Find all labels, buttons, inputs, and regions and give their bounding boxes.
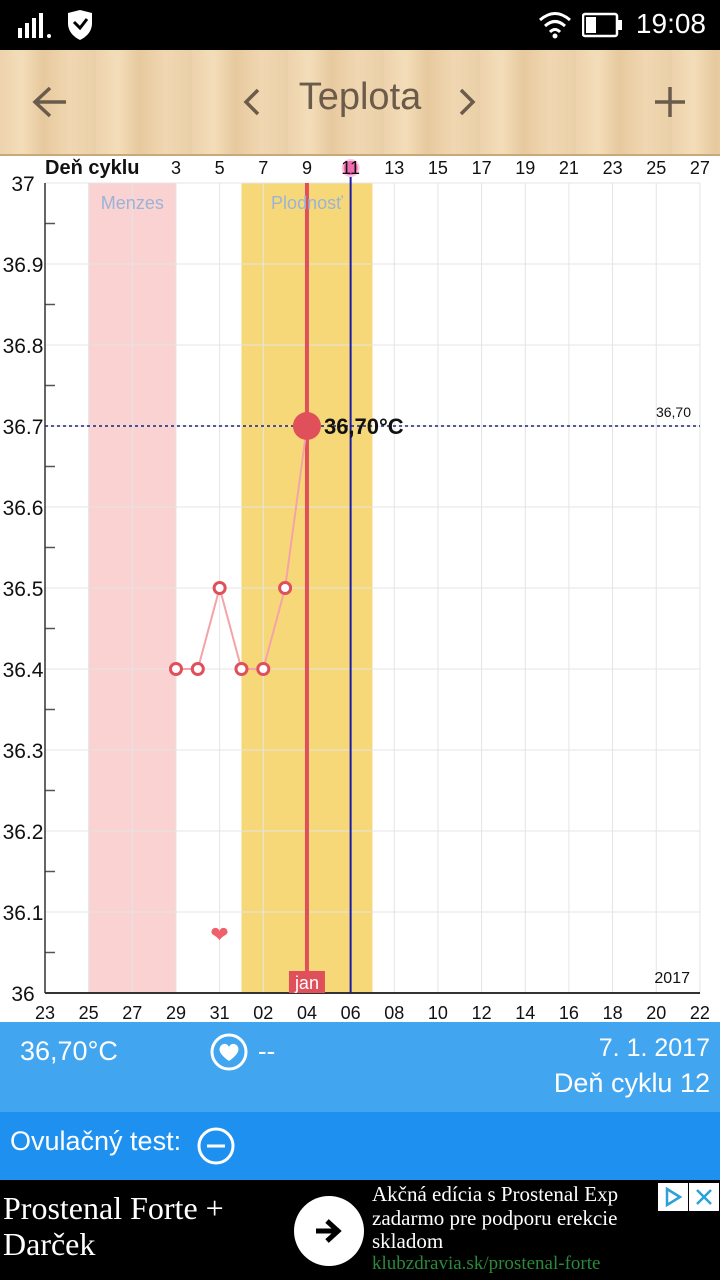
ad-title[interactable]: Prostenal Forte + Darček	[3, 1190, 224, 1262]
y-tick-label: 36.1	[3, 902, 44, 925]
wifi-icon	[539, 12, 571, 39]
close-ad-icon[interactable]	[689, 1183, 719, 1211]
date-tick-label: 04	[297, 1003, 317, 1022]
next-button[interactable]	[427, 50, 507, 154]
date-tick-label: 29	[166, 1003, 186, 1022]
ovulation-test-bar: Ovulačný test:	[0, 1112, 720, 1180]
reference-line-label: 36,70	[656, 404, 691, 420]
y-tick-label: 36	[11, 983, 34, 1006]
month-badge	[288, 971, 325, 993]
date-tick-label: 31	[210, 1003, 230, 1022]
cycle-tick-label: 3	[171, 158, 181, 178]
ad-text-2: zadarmo pre podporu erekcie	[372, 1206, 618, 1230]
page-title: Teplota	[298, 76, 422, 118]
zone-label-0: Menzes	[101, 193, 164, 213]
date-tick-label: 14	[515, 1003, 535, 1022]
today-marker	[341, 159, 360, 177]
previous-button[interactable]	[212, 50, 292, 154]
date-tick-label: 22	[690, 1003, 710, 1022]
data-point	[168, 662, 183, 676]
y-tick-label: 36.2	[3, 821, 44, 844]
selected-data-point	[292, 412, 321, 440]
data-point	[212, 581, 227, 595]
intercourse-value: --	[258, 1036, 276, 1066]
cycle-tick-label: 13	[384, 158, 404, 178]
date-tick-label: 10	[428, 1003, 448, 1022]
date-tick-label: 08	[384, 1003, 404, 1022]
month-label: jan	[294, 973, 319, 993]
date-tick-label: 20	[646, 1003, 666, 1022]
cycle-tick-label: 15	[428, 158, 448, 178]
date-tick-label: 18	[603, 1003, 623, 1022]
ad-banner[interactable]: Prostenal Forte + Darček Akčná edícia s …	[0, 1180, 720, 1280]
y-tick-label: 37	[11, 173, 34, 196]
app-bar: Teplota	[0, 50, 720, 156]
signal-icon	[18, 13, 51, 38]
date-tick-label: 23	[35, 1003, 55, 1022]
status-bar: 19:08	[0, 0, 720, 50]
cycle-tick-label: 27	[690, 158, 710, 178]
y-tick-label: 36.6	[3, 497, 44, 520]
y-tick-label: 36.4	[3, 659, 44, 682]
temperature-value: 36,70°C	[20, 1036, 118, 1066]
date-tick-label: 06	[341, 1003, 361, 1022]
date-tick-label: 16	[559, 1003, 579, 1022]
y-tick-label: 36.3	[3, 740, 44, 763]
ad-url[interactable]: klubzdravia.sk/prostenal-forte	[372, 1253, 601, 1274]
y-tick-label: 36.8	[3, 335, 44, 358]
cycle-tick-label: 9	[302, 158, 312, 178]
data-point	[278, 581, 293, 595]
ad-text-1: Akčná edícia s Prostenal Exp	[372, 1182, 619, 1206]
date-tick-label: 02	[253, 1003, 273, 1022]
data-point	[256, 662, 271, 676]
date-tick-label: 27	[122, 1003, 142, 1022]
cycle-tick-label: 21	[559, 158, 579, 178]
back-button[interactable]	[10, 50, 90, 154]
selected-cycle-day: Deň cyklu 12	[553, 1068, 710, 1098]
plus-icon	[655, 87, 685, 117]
battery-icon	[582, 12, 622, 38]
y-tick-label: 36.5	[3, 578, 44, 601]
temperature-chart[interactable]: 36,70 jan 36,70°C❤ Menzes Plodnosť3736.93…	[0, 154, 720, 1022]
date-tick-label: 12	[472, 1003, 492, 1022]
minus-circle-icon[interactable]	[196, 1126, 236, 1166]
y-tick-label: 36.7	[3, 416, 44, 439]
cycle-tick-label: 5	[215, 158, 225, 178]
add-button[interactable]	[630, 50, 710, 154]
shield-icon	[68, 10, 92, 40]
cycle-tick-label: 19	[515, 158, 535, 178]
date-tick-label: 25	[79, 1003, 99, 1022]
info-bar: 36,70°C -- 7. 1. 2017 Deň cyklu 12	[0, 1022, 720, 1112]
cycle-tick-label: 7	[258, 158, 268, 178]
heart-icon: ❤	[210, 923, 228, 948]
clock: 19:08	[635, 8, 706, 39]
cycle-tick-label: 17	[472, 158, 492, 178]
heart-circle-icon[interactable]	[209, 1032, 249, 1072]
adchoices-icon[interactable]	[658, 1183, 688, 1211]
selected-value-label: 36,70°C	[324, 414, 404, 439]
cycle-day-axis-label: Deň cyklu	[45, 157, 139, 179]
chevron-right-icon	[459, 88, 476, 116]
ad-text-3: skladom	[372, 1229, 444, 1253]
y-tick-label: 36.9	[3, 254, 44, 277]
selected-date: 7. 1. 2017	[598, 1034, 710, 1062]
cycle-tick-label: 23	[603, 158, 623, 178]
data-point	[190, 662, 205, 676]
ovulation-test-label: Ovulačný test:	[10, 1126, 182, 1156]
cycle-tick-label: 25	[646, 158, 666, 178]
ad-arrow-button[interactable]	[294, 1196, 364, 1266]
data-point	[234, 662, 249, 676]
arrow-left-icon	[32, 86, 66, 118]
chevron-left-icon	[243, 88, 260, 116]
cycle-tick-label: 11	[341, 158, 360, 178]
zone-label-1: Plodnosť	[271, 193, 343, 213]
year-label: 2017	[654, 970, 690, 987]
arrow-right-icon	[316, 1219, 342, 1243]
